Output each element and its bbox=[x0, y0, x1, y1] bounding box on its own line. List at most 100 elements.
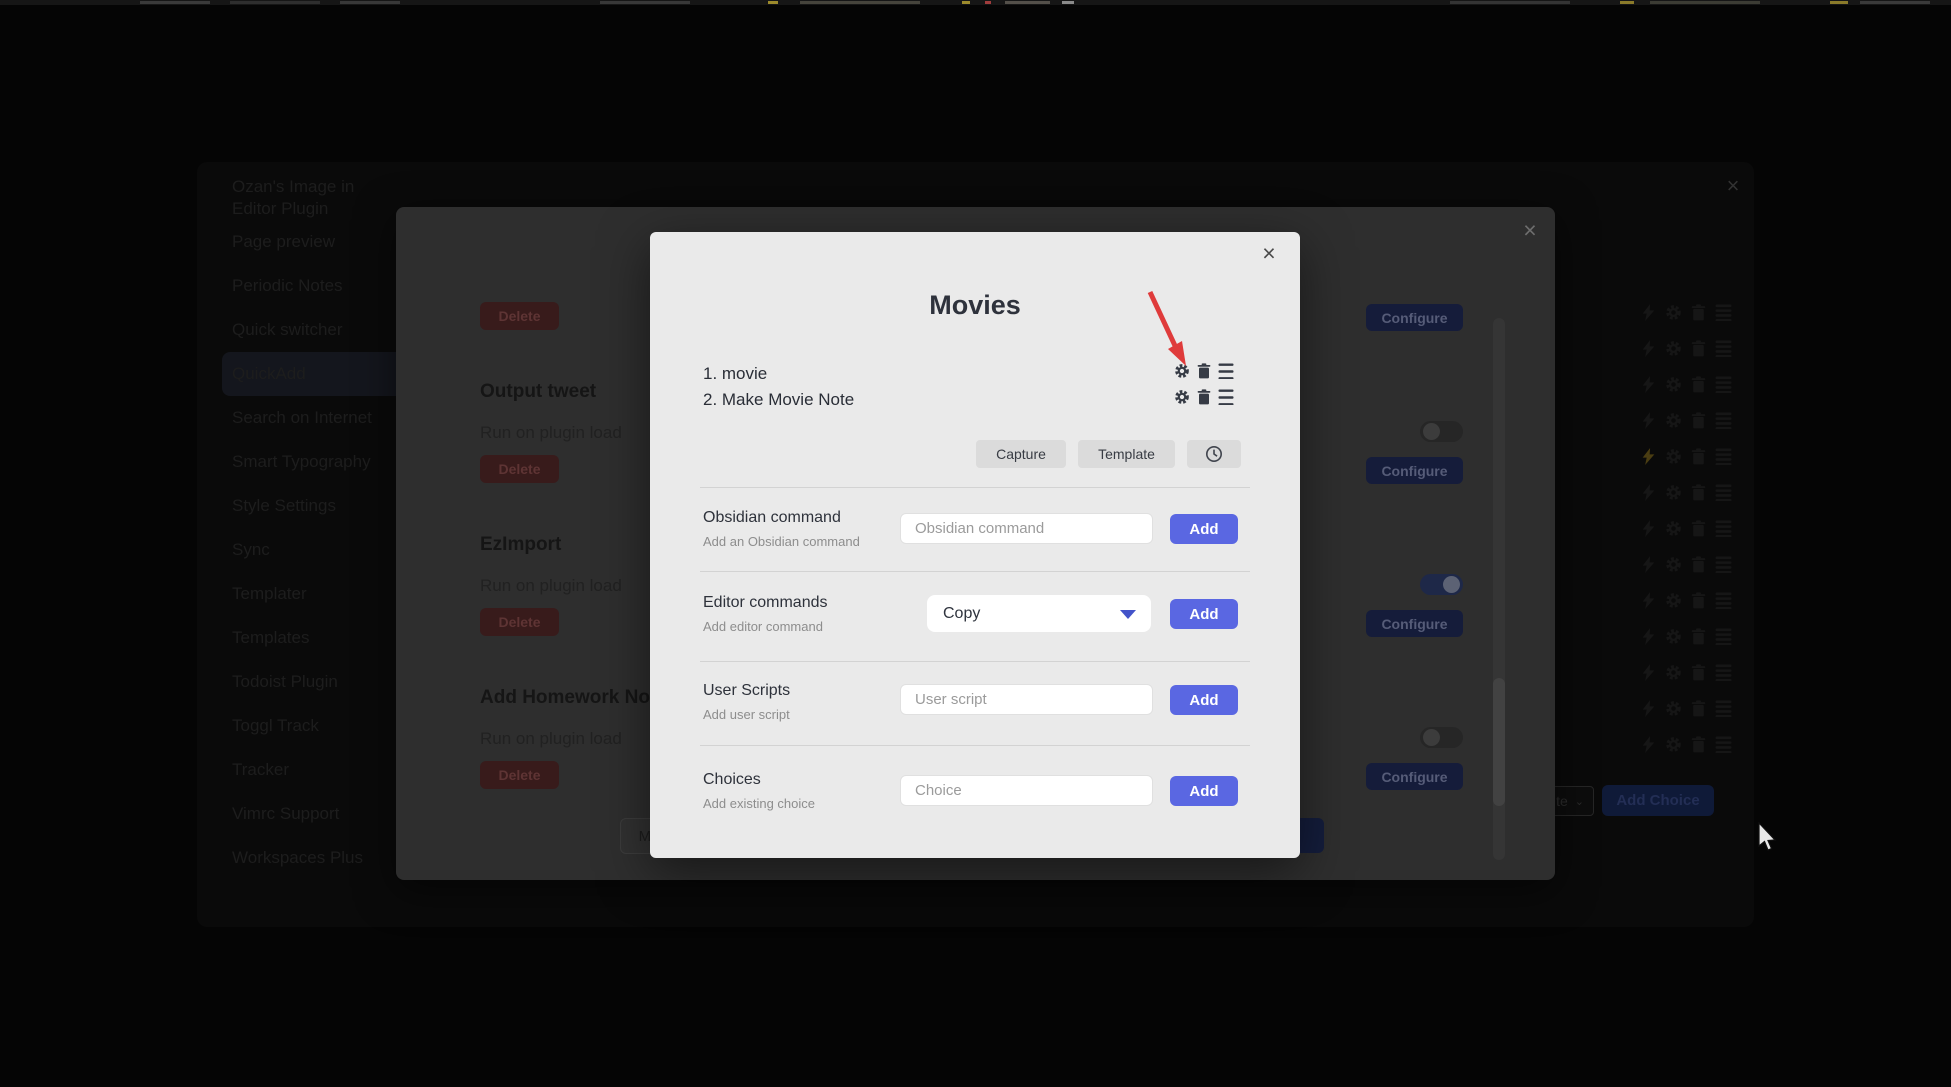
gear-icon[interactable] bbox=[1665, 448, 1682, 465]
gear-icon[interactable] bbox=[1665, 484, 1682, 501]
menu-icon[interactable] bbox=[1715, 664, 1732, 681]
gear-icon[interactable] bbox=[1665, 340, 1682, 357]
gear-icon[interactable] bbox=[1665, 412, 1682, 429]
lightning-icon[interactable] bbox=[1640, 447, 1657, 465]
add-button[interactable]: Add bbox=[1170, 685, 1238, 715]
sidebar-item-style-settings[interactable]: Style Settings bbox=[232, 496, 336, 515]
clock-button[interactable] bbox=[1187, 440, 1241, 468]
trash-icon[interactable] bbox=[1690, 447, 1707, 465]
gear-icon[interactable] bbox=[1665, 556, 1682, 573]
gear-icon[interactable] bbox=[1174, 363, 1190, 379]
add-button[interactable]: Add bbox=[1170, 776, 1238, 806]
menu-icon[interactable] bbox=[1218, 389, 1234, 405]
trash-icon[interactable] bbox=[1196, 389, 1212, 405]
choice-input[interactable] bbox=[900, 775, 1153, 806]
gear-icon[interactable] bbox=[1665, 700, 1682, 717]
sidebar-item-templater[interactable]: Templater bbox=[232, 584, 307, 603]
gear-icon[interactable] bbox=[1665, 520, 1682, 537]
template-button[interactable]: Template bbox=[1078, 440, 1175, 468]
menu-icon[interactable] bbox=[1715, 448, 1732, 465]
trash-icon[interactable] bbox=[1196, 363, 1212, 379]
sidebar-item-search-on-internet[interactable]: Search on Internet bbox=[232, 408, 372, 427]
close-icon[interactable]: × bbox=[1262, 240, 1276, 266]
sidebar-item-todoist-plugin[interactable]: Todoist Plugin bbox=[232, 672, 338, 691]
sidebar-item-smart-typography[interactable]: Smart Typography bbox=[232, 452, 371, 471]
sidebar-item-page-preview[interactable]: Page preview bbox=[232, 232, 336, 251]
menu-icon[interactable] bbox=[1715, 520, 1732, 537]
gear-icon[interactable] bbox=[1665, 628, 1682, 645]
lightning-icon[interactable] bbox=[1640, 339, 1657, 357]
menu-icon[interactable] bbox=[1715, 376, 1732, 393]
scrollbar-thumb[interactable] bbox=[1493, 678, 1505, 806]
sidebar-item-templates[interactable]: Templates bbox=[232, 628, 310, 647]
lightning-icon[interactable] bbox=[1640, 699, 1657, 717]
menu-icon[interactable] bbox=[1715, 628, 1732, 645]
menu-icon[interactable] bbox=[1715, 484, 1732, 501]
trash-icon[interactable] bbox=[1690, 591, 1707, 609]
configure-button[interactable]: Configure bbox=[1366, 457, 1463, 484]
gear-icon[interactable] bbox=[1665, 736, 1682, 753]
capture-button[interactable]: Capture bbox=[976, 440, 1066, 468]
gear-icon[interactable] bbox=[1665, 304, 1682, 321]
gear-icon[interactable] bbox=[1665, 376, 1682, 393]
close-icon[interactable]: × bbox=[1523, 217, 1537, 243]
sidebar-item-quick-switcher[interactable]: Quick switcher bbox=[232, 320, 343, 339]
run-on-load-toggle[interactable] bbox=[1420, 421, 1463, 442]
lightning-icon[interactable] bbox=[1640, 519, 1657, 537]
add-button[interactable]: Add bbox=[1170, 599, 1238, 629]
sidebar-item-periodic-notes[interactable]: Periodic Notes bbox=[232, 276, 343, 295]
menu-icon[interactable] bbox=[1715, 340, 1732, 357]
lightning-icon[interactable] bbox=[1640, 627, 1657, 645]
sidebar-item-vimrc-support[interactable]: Vimrc Support bbox=[232, 804, 340, 823]
delete-button[interactable]: Delete bbox=[480, 761, 559, 789]
lightning-icon[interactable] bbox=[1640, 411, 1657, 429]
trash-icon[interactable] bbox=[1690, 555, 1707, 573]
add-choice-button[interactable]: Add Choice bbox=[1602, 785, 1714, 816]
trash-icon[interactable] bbox=[1690, 699, 1707, 717]
delete-button[interactable]: Delete bbox=[480, 455, 559, 483]
delete-button[interactable]: Delete bbox=[480, 302, 559, 330]
trash-icon[interactable] bbox=[1690, 303, 1707, 321]
lightning-icon[interactable] bbox=[1640, 375, 1657, 393]
close-icon[interactable]: × bbox=[1726, 173, 1740, 198]
configure-button[interactable]: Configure bbox=[1366, 763, 1463, 790]
menu-icon[interactable] bbox=[1218, 363, 1234, 379]
lightning-icon[interactable] bbox=[1640, 663, 1657, 681]
editor-command-select[interactable]: Copy bbox=[927, 595, 1151, 632]
run-on-load-toggle[interactable] bbox=[1420, 727, 1463, 748]
menu-icon[interactable] bbox=[1715, 304, 1732, 321]
trash-icon[interactable] bbox=[1690, 519, 1707, 537]
trash-icon[interactable] bbox=[1690, 375, 1707, 393]
configure-button[interactable]: Configure bbox=[1366, 610, 1463, 637]
sidebar-item-sync[interactable]: Sync bbox=[232, 540, 270, 559]
sidebar-item-workspaces-plus[interactable]: Workspaces Plus bbox=[232, 848, 364, 867]
gear-icon[interactable] bbox=[1174, 389, 1190, 405]
obsidian-command-input[interactable] bbox=[900, 513, 1153, 544]
trash-icon[interactable] bbox=[1690, 735, 1707, 753]
sidebar-item-ozan-s-image-in-editor-plugin[interactable]: Ozan's Image in Editor Plugin bbox=[232, 177, 355, 218]
lightning-icon[interactable] bbox=[1640, 591, 1657, 609]
user-script-input[interactable] bbox=[900, 684, 1153, 715]
trash-icon[interactable] bbox=[1690, 627, 1707, 645]
lightning-icon[interactable] bbox=[1640, 735, 1657, 753]
lightning-icon[interactable] bbox=[1640, 483, 1657, 501]
trash-icon[interactable] bbox=[1690, 663, 1707, 681]
configure-button[interactable]: Configure bbox=[1366, 304, 1463, 331]
sidebar-item-toggl-track[interactable]: Toggl Track bbox=[232, 716, 319, 735]
delete-button[interactable]: Delete bbox=[480, 608, 559, 636]
menu-icon[interactable] bbox=[1715, 700, 1732, 717]
trash-icon[interactable] bbox=[1690, 411, 1707, 429]
run-on-load-toggle[interactable] bbox=[1420, 574, 1463, 595]
gear-icon[interactable] bbox=[1665, 592, 1682, 609]
menu-icon[interactable] bbox=[1715, 592, 1732, 609]
add-button[interactable]: Add bbox=[1170, 514, 1238, 544]
sidebar-item-tracker[interactable]: Tracker bbox=[232, 760, 289, 779]
menu-icon[interactable] bbox=[1715, 736, 1732, 753]
lightning-icon[interactable] bbox=[1640, 303, 1657, 321]
sidebar-item-quickadd[interactable]: QuickAdd bbox=[222, 352, 407, 396]
trash-icon[interactable] bbox=[1690, 339, 1707, 357]
menu-icon[interactable] bbox=[1715, 412, 1732, 429]
gear-icon[interactable] bbox=[1665, 664, 1682, 681]
trash-icon[interactable] bbox=[1690, 483, 1707, 501]
lightning-icon[interactable] bbox=[1640, 555, 1657, 573]
